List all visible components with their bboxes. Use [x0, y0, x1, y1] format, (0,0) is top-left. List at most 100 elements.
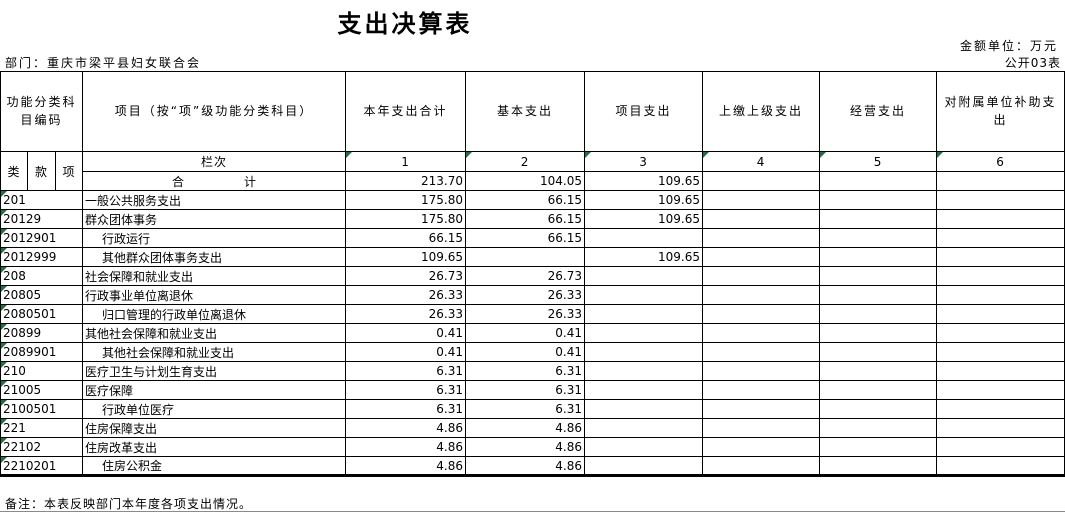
value-cell [819, 266, 938, 286]
value-cell [702, 418, 821, 438]
value-cell: 6.31 [465, 399, 586, 419]
code-cell: 2210201 [0, 456, 84, 477]
value-cell: 26.33 [465, 304, 586, 324]
value-cell [936, 247, 1065, 267]
table-row: 2012999 其他群众团体事务支出 109.65 109.65 [0, 247, 1065, 267]
table-row: 221 住房保障支出 4.86 4.86 [0, 418, 1065, 438]
value-cell: 66.15 [465, 209, 586, 229]
value-cell [584, 456, 704, 477]
value-cell [584, 285, 704, 305]
value-cell [819, 437, 938, 457]
value-cell [819, 209, 938, 229]
value-cell [819, 285, 938, 305]
column-header-row: 功能分类科目编码 项目（按“项”级功能分类科目） 本年支出合计 基本支出 项目支… [0, 71, 1065, 152]
code-cell: 201 [0, 190, 84, 210]
value-cell: 6.31 [465, 361, 586, 381]
item-name-cell: 其他群众团体事务支出 [82, 247, 347, 267]
column-number-cell: 3 [584, 151, 704, 172]
value-cell [936, 323, 1065, 343]
page-title: 支出决算表 [337, 10, 473, 38]
value-cell [584, 418, 704, 438]
item-name-cell: 医疗卫生与计划生育支出 [82, 361, 347, 381]
value-cell [936, 361, 1065, 381]
table-row: 20129 群众团体事务 175.80 66.15 109.65 [0, 209, 1065, 229]
table-row: 20805 行政事业单位离退休 26.33 26.33 [0, 285, 1065, 305]
header-operating-expenditure: 经营支出 [819, 71, 938, 152]
column-number-cell: 6 [936, 151, 1065, 172]
value-cell: 0.41 [465, 323, 586, 343]
value-cell [702, 171, 821, 191]
green-triangle-icon [1, 343, 7, 349]
value-cell [819, 361, 938, 381]
value-cell [584, 380, 704, 400]
value-cell [584, 228, 704, 248]
code-cell: 20805 [0, 285, 84, 305]
value-cell: 175.80 [345, 209, 467, 229]
value-cell: 4.86 [345, 456, 467, 477]
value-cell: 4.86 [465, 418, 586, 438]
table-row: 201 一般公共服务支出 175.80 66.15 109.65 [0, 190, 1065, 210]
item-name-cell: 社会保障和就业支出 [82, 266, 347, 286]
value-cell: 0.41 [345, 342, 467, 362]
value-cell: 6.31 [345, 361, 467, 381]
item-name-cell: 住房保障支出 [82, 418, 347, 438]
value-cell [702, 209, 821, 229]
value-cell: 66.15 [465, 228, 586, 248]
green-triangle-icon [585, 152, 592, 158]
header-section: 款 [27, 151, 56, 191]
value-cell [819, 399, 938, 419]
item-name-cell: 行政事业单位离退休 [82, 285, 347, 305]
item-name-cell: 一般公共服务支出 [82, 190, 347, 210]
table-row: 2089901 其他社会保障和就业支出 0.41 0.41 [0, 342, 1065, 362]
value-cell: 26.33 [345, 304, 467, 324]
green-triangle-icon [1, 229, 7, 235]
item-name-cell: 其他社会保障和就业支出 [82, 342, 347, 362]
header-item: 项 [54, 151, 84, 191]
value-cell [702, 456, 821, 477]
header-basic-expenditure: 基本支出 [465, 71, 586, 152]
value-cell [819, 418, 938, 438]
value-cell: 4.86 [345, 418, 467, 438]
table-row: 22102 住房改革支出 4.86 4.86 [0, 437, 1065, 457]
value-cell [465, 247, 586, 267]
value-cell: 26.33 [465, 285, 586, 305]
value-cell: 104.05 [465, 171, 586, 191]
item-name-cell: 行政单位医疗 [82, 399, 347, 419]
code-cell: 21005 [0, 380, 84, 400]
code-cell: 221 [0, 418, 84, 438]
green-triangle-icon [1, 419, 7, 425]
value-cell [584, 437, 704, 457]
value-cell: 4.86 [465, 437, 586, 457]
value-cell [936, 399, 1065, 419]
value-cell [936, 304, 1065, 324]
value-cell: 26.73 [465, 266, 586, 286]
green-triangle-icon [1, 248, 7, 254]
green-triangle-icon [820, 152, 827, 158]
value-cell: 109.65 [584, 209, 704, 229]
value-cell [584, 304, 704, 324]
value-cell: 213.70 [345, 171, 467, 191]
table-row: 208 社会保障和就业支出 26.73 26.73 [0, 266, 1065, 286]
header-class: 类 [0, 151, 28, 191]
column-index-row: 类 款 项 栏次 1 2 3 4 5 6 [0, 151, 1065, 191]
value-cell [702, 380, 821, 400]
value-cell [584, 399, 704, 419]
value-cell [819, 171, 938, 191]
green-triangle-icon [1, 438, 7, 444]
value-cell: 109.65 [345, 247, 467, 267]
column-number-cell: 2 [465, 151, 586, 172]
value-cell [936, 380, 1065, 400]
code-cell: 22102 [0, 437, 84, 457]
value-cell: 66.15 [345, 228, 467, 248]
item-name-cell: 住房公积金 [82, 456, 347, 477]
item-name-cell: 住房改革支出 [82, 437, 347, 457]
value-cell [702, 285, 821, 305]
green-triangle-icon [466, 152, 473, 158]
department-label: 部门：重庆市梁平县妇女联合会 [5, 56, 202, 70]
total-label-cell: 合 计 [82, 171, 347, 191]
value-cell [936, 171, 1065, 191]
value-cell [936, 209, 1065, 229]
green-triangle-icon [1, 210, 7, 216]
value-cell [936, 285, 1065, 305]
